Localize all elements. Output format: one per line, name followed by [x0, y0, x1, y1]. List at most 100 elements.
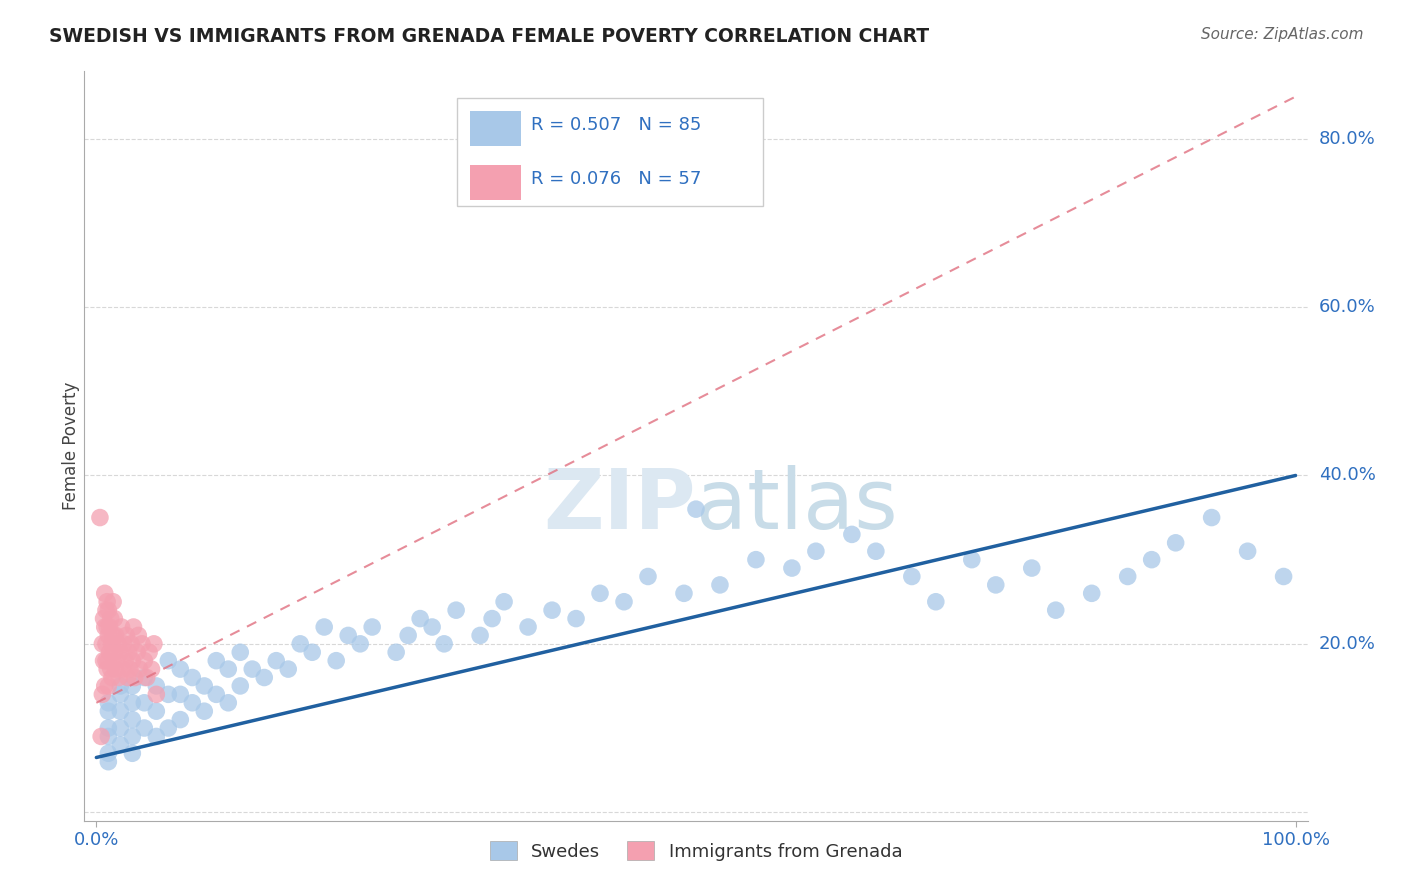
Point — [100, 611, 122, 625]
Point — [94, 654, 117, 668]
Point — [337, 628, 360, 642]
Point — [780, 561, 803, 575]
Point — [865, 544, 887, 558]
Point — [94, 637, 117, 651]
Point — [93, 679, 117, 693]
Point — [901, 569, 924, 583]
Y-axis label: Female Poverty: Female Poverty — [62, 382, 80, 510]
Point — [103, 611, 125, 625]
Point — [118, 662, 141, 676]
Point — [396, 628, 419, 642]
Point — [104, 628, 127, 642]
Point — [93, 654, 115, 668]
Point — [205, 654, 228, 668]
Point — [193, 679, 215, 693]
Point — [169, 713, 191, 727]
Point — [1164, 536, 1187, 550]
Point — [121, 654, 143, 668]
FancyBboxPatch shape — [457, 97, 763, 206]
Point — [97, 746, 120, 760]
Point — [97, 654, 120, 668]
Point — [96, 595, 118, 609]
Point — [122, 620, 145, 634]
Point — [97, 679, 120, 693]
Point — [444, 603, 467, 617]
Point — [96, 662, 118, 676]
Point — [124, 671, 146, 685]
Point — [115, 628, 138, 642]
Point — [565, 611, 588, 625]
Point — [110, 704, 132, 718]
Point — [110, 645, 132, 659]
Point — [97, 628, 120, 642]
Point — [103, 645, 125, 659]
Point — [101, 595, 124, 609]
Text: 60.0%: 60.0% — [1319, 298, 1375, 316]
Point — [685, 502, 707, 516]
Point — [264, 654, 287, 668]
Point — [131, 637, 153, 651]
Point — [229, 645, 252, 659]
Point — [93, 611, 115, 625]
Point — [181, 671, 204, 685]
Point — [128, 662, 150, 676]
Point — [481, 611, 503, 625]
Point — [110, 721, 132, 735]
Text: ZIP: ZIP — [544, 466, 696, 547]
Point — [217, 696, 239, 710]
Point — [1272, 569, 1295, 583]
Point — [181, 696, 204, 710]
Point — [420, 620, 443, 634]
Point — [134, 721, 156, 735]
Text: 80.0%: 80.0% — [1319, 129, 1375, 148]
Point — [89, 510, 111, 524]
Point — [349, 637, 371, 651]
Point — [314, 620, 336, 634]
Point — [745, 552, 768, 566]
Point — [110, 679, 132, 693]
Point — [121, 746, 143, 760]
Point — [105, 654, 128, 668]
Point — [142, 637, 165, 651]
Point — [98, 645, 121, 659]
Point — [101, 671, 124, 685]
Point — [169, 687, 191, 701]
Point — [1045, 603, 1067, 617]
Point — [98, 620, 121, 634]
Point — [613, 595, 636, 609]
Point — [1201, 510, 1223, 524]
Point — [541, 603, 564, 617]
Point — [325, 654, 347, 668]
Point — [433, 637, 456, 651]
Point — [925, 595, 948, 609]
Point — [121, 679, 143, 693]
Legend: Swedes, Immigrants from Grenada: Swedes, Immigrants from Grenada — [482, 834, 910, 868]
Point — [112, 637, 135, 651]
Point — [145, 687, 167, 701]
Point — [205, 687, 228, 701]
Point — [90, 730, 112, 744]
Text: atlas: atlas — [696, 466, 897, 547]
Point — [1116, 569, 1139, 583]
Point — [157, 721, 180, 735]
Point — [134, 671, 156, 685]
Point — [1140, 552, 1163, 566]
Point — [121, 713, 143, 727]
Point — [110, 738, 132, 752]
Point — [135, 671, 157, 685]
Point — [97, 603, 120, 617]
Point — [94, 603, 117, 617]
Point — [1236, 544, 1258, 558]
Point — [138, 645, 160, 659]
Point — [101, 637, 124, 651]
Point — [217, 662, 239, 676]
Point — [97, 755, 120, 769]
Point — [960, 552, 983, 566]
Point — [100, 662, 122, 676]
Point — [111, 662, 134, 676]
Point — [114, 654, 136, 668]
Point — [240, 662, 263, 676]
Point — [290, 637, 312, 651]
Point — [93, 586, 117, 600]
Point — [127, 645, 149, 659]
